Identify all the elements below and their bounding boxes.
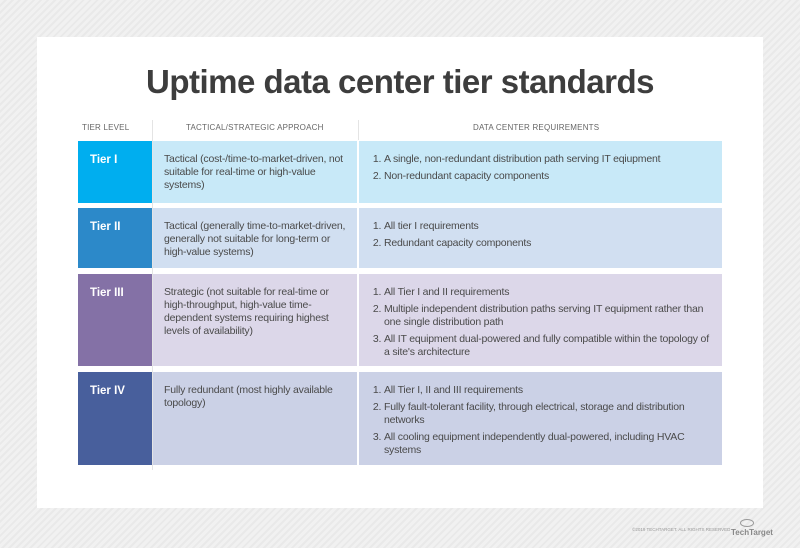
requirements-cell: A single, non-redundant distribution pat… [359,141,722,203]
table-row: Tier II Tactical (generally time-to-mark… [78,208,722,268]
header-requirements: DATA CENTER REQUIREMENTS [473,123,600,132]
requirements-cell: All Tier I, II and III requirements Fully… [359,372,722,465]
approach-cell: Tactical (cost-/time-to-market-driven, n… [153,141,357,203]
header-approach: TACTICAL/STRATEGIC APPROACH [186,123,324,132]
approach-cell: Tactical (generally time-to-market-drive… [153,208,357,268]
requirements-list: All tier I requirements Redundant capacit… [371,220,712,250]
infographic-card: Uptime data center tier standards TIER L… [37,37,763,508]
tier-cell: Tier II [78,208,152,268]
requirement-item: Fully fault-tolerant facility, through e… [384,401,712,427]
tier-cell: Tier IV [78,372,152,465]
requirements-list: All Tier I and II requirements Multiple i… [371,286,712,359]
requirement-item: Multiple independent distribution paths … [384,303,712,329]
requirement-item: All cooling equipment independently dual… [384,431,712,457]
column-divider [152,120,153,470]
requirements-list: All Tier I, II and III requirements Fully… [371,384,712,457]
requirements-cell: All tier I requirements Redundant capacit… [359,208,722,268]
requirement-item: All tier I requirements [384,220,712,233]
requirements-list: A single, non-redundant distribution pat… [371,153,712,183]
table-row: Tier IV Fully redundant (most highly ava… [78,372,722,465]
requirements-cell: All Tier I and II requirements Multiple i… [359,274,722,366]
copyright: ©2019 TECHTARGET. ALL RIGHTS RESERVED [632,527,731,532]
requirement-item: Non-redundant capacity components [384,170,712,183]
table-row: Tier I Tactical (cost-/time-to-market-dr… [78,141,722,203]
requirement-item: All Tier I, II and III requirements [384,384,712,397]
table-row: Tier III Strategic (not suitable for rea… [78,274,722,366]
requirement-item: Redundant capacity components [384,237,712,250]
logo-text: TechTarget [731,528,773,537]
eye-icon [740,519,754,527]
approach-cell: Strategic (not suitable for real-time or… [153,274,357,366]
tier-cell: Tier I [78,141,152,203]
requirement-item: A single, non-redundant distribution pat… [384,153,712,166]
requirement-item: All Tier I and II requirements [384,286,712,299]
page-title: Uptime data center tier standards [146,63,655,100]
techtarget-logo: TechTarget [731,519,773,537]
header-tier-level: TIER LEVEL [82,123,130,132]
approach-cell: Fully redundant (most highly available t… [153,372,357,465]
column-divider [358,120,359,140]
tier-cell: Tier III [78,274,152,366]
requirement-item: All IT equipment dual-powered and fully … [384,333,712,359]
